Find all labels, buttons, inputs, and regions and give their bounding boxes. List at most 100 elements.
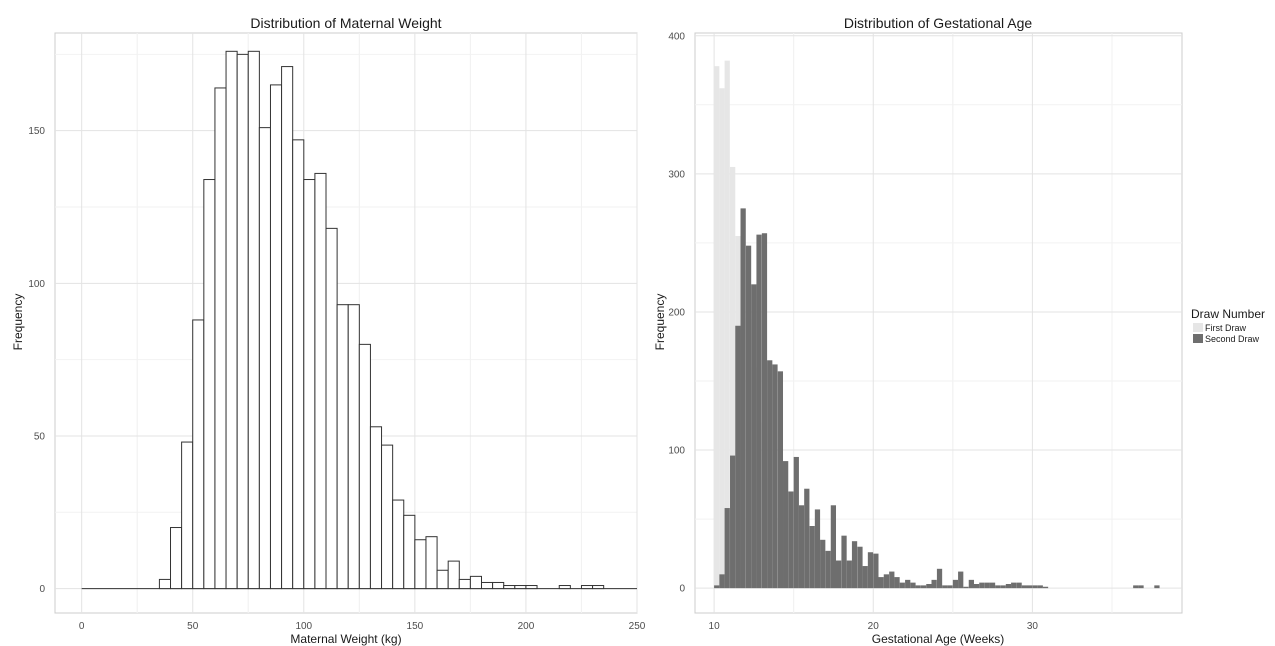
gestational-age-bar-second-draw-14	[788, 491, 794, 589]
gestational-age-bar-second-draw-40	[926, 584, 932, 589]
gestational-age-y-tick-label-0: 0	[679, 584, 685, 595]
maternal-weight-y-tick-label-100: 100	[28, 279, 45, 290]
gestational-age-bar-second-draw-16	[798, 505, 805, 589]
gestational-age-panel-border	[694, 32, 1183, 614]
maternal-weight-bar-series-0-18	[358, 343, 371, 590]
gestational-age-bar-second-draw-10	[767, 360, 773, 589]
gestational-age-bar-second-draw-8	[756, 234, 762, 589]
gestational-age-title: Distribution of Gestational Age	[844, 15, 1033, 31]
maternal-weight-bar-series-0-27	[458, 578, 471, 590]
gestational-age-panel: 10 20 30 0 100 200 300 400 Distribution of Ges…	[653, 15, 1183, 646]
gestational-age-bar-second-draw-31	[878, 577, 884, 589]
gestational-age-x-tick-label-10: 10	[709, 621, 721, 632]
gestational-age-bar-second-draw-49	[973, 584, 980, 589]
gestational-age-bar-second-draw-58	[1021, 585, 1027, 589]
maternal-weight-bars	[81, 50, 637, 590]
gestational-age-bar-second-draw-21	[825, 550, 831, 589]
gestational-age-bar-second-draw-7	[751, 284, 757, 589]
gestational-age-bar-second-draw-6	[745, 245, 752, 589]
gestational-age-y-axis-title: Frequency	[653, 294, 667, 351]
gestational-age-bar-second-draw-0	[714, 585, 720, 589]
gestational-age-bar-second-draw-22	[830, 505, 837, 589]
gestational-age-bar-second-draw-23	[836, 560, 842, 589]
gestational-age-y-tick-label-300: 300	[668, 169, 685, 180]
maternal-weight-bar-series-0-29	[481, 581, 494, 590]
maternal-weight-bar-series-0-5	[214, 87, 227, 590]
gestational-age-bar-second-draw-38	[915, 585, 921, 589]
legend-label-second-draw: Second Draw	[1205, 334, 1260, 344]
gestational-age-x-ticks: 10 20 30	[709, 621, 1039, 632]
maternal-weight-bar-series-0-21	[392, 499, 405, 590]
maternal-weight-y-tick-label-150: 150	[28, 126, 45, 137]
gestational-age-bar-second-draw-43	[942, 585, 948, 589]
maternal-weight-bar-series-0-17	[347, 304, 360, 590]
maternal-weight-bar-series-0-10	[269, 84, 283, 590]
maternal-weight-title: Distribution of Maternal Weight	[250, 15, 441, 31]
gestational-age-bar-second-draw-32	[883, 574, 890, 589]
gestational-age-y-ticks: 0 100 200 300 400	[668, 31, 685, 594]
maternal-weight-x-tick-label-200: 200	[518, 621, 535, 632]
gestational-age-bar-second-draw-60	[1032, 585, 1038, 589]
gestational-age-bar-second-draw-17	[804, 488, 810, 589]
gestational-age-bar-second-draw-24	[841, 535, 847, 589]
maternal-weight-x-axis-title: Maternal Weight (kg)	[290, 632, 401, 646]
gestational-age-x-axis-title: Gestational Age (Weeks)	[872, 632, 1005, 646]
gestational-age-bar-second-draw-12	[777, 371, 784, 589]
maternal-weight-bar-series-0-22	[403, 514, 416, 590]
maternal-weight-bar-series-0-19	[369, 426, 383, 590]
maternal-weight-bar-series-0-30	[492, 581, 505, 590]
gestational-age-bar-second-draw-51	[984, 582, 990, 589]
gestational-age-bar-second-draw-35	[899, 582, 905, 589]
gestational-age-bar-second-draw-39	[920, 585, 927, 589]
gestational-age-bar-second-draw-53	[995, 585, 1001, 589]
maternal-weight-bar-series-0-26	[447, 560, 460, 590]
gestational-age-bars	[714, 60, 1160, 589]
maternal-weight-bar-series-0-32	[514, 585, 527, 590]
gestational-age-bar-second-draw-59	[1026, 585, 1033, 589]
maternal-weight-y-axis-title: Frequency	[11, 294, 25, 351]
gestational-age-y-tick-label-100: 100	[668, 446, 685, 457]
maternal-weight-x-ticks: 0 50 100 150 200 250	[79, 621, 646, 632]
gestational-age-bar-second-draw-50	[979, 582, 985, 589]
gestational-age-bar-second-draw-25	[846, 560, 852, 589]
maternal-weight-bar-series-0-6	[225, 50, 238, 590]
maternal-weight-x-tick-label-0: 0	[79, 621, 85, 632]
maternal-weight-bar-series-0-3	[192, 319, 205, 590]
gestational-age-bar-second-draw-41	[931, 579, 937, 589]
gestational-age-bar-second-draw-46	[958, 571, 964, 589]
gestational-age-bar-second-draw-3	[730, 455, 736, 589]
gestational-age-bar-second-draw-56	[1011, 582, 1017, 589]
maternal-weight-x-tick-label-100: 100	[295, 621, 312, 632]
legend-label-first-draw: First Draw	[1205, 323, 1246, 333]
gestational-age-bar-second-draw-63	[1133, 585, 1139, 589]
gestational-age-bar-second-draw-9	[761, 233, 768, 589]
gestational-age-bar-second-draw-1	[719, 574, 725, 589]
maternal-weight-bar-series-0-8	[247, 50, 260, 590]
maternal-weight-y-ticks: 0 50 100 150	[28, 126, 45, 595]
gestational-age-bar-second-draw-5	[740, 208, 746, 589]
gestational-age-bar-second-draw-15	[793, 456, 799, 589]
gestational-age-bar-second-draw-54	[1000, 585, 1006, 589]
gestational-age-bar-first-draw-1	[719, 88, 725, 589]
maternal-weight-bar-series-0-16	[336, 304, 349, 590]
gestational-age-bar-second-draw-26	[851, 541, 858, 589]
gestational-age-bar-second-draw-44	[947, 585, 953, 589]
gestational-age-bar-first-draw-3	[730, 166, 736, 589]
gestational-age-bar-second-draw-20	[820, 539, 826, 589]
gestational-age-bar-second-draw-61	[1037, 585, 1043, 589]
maternal-weight-x-tick-label-50: 50	[187, 621, 199, 632]
maternal-weight-y-tick-label-0: 0	[39, 584, 45, 595]
gestational-age-bar-second-draw-57	[1016, 582, 1022, 589]
gestational-age-bar-second-draw-11	[772, 364, 778, 589]
gestational-age-bar-second-draw-13	[783, 461, 789, 589]
legend-swatch-second-draw	[1193, 334, 1203, 343]
gestational-age-bar-first-draw-2	[724, 60, 730, 589]
gestational-age-x-tick-label-20: 20	[868, 621, 880, 632]
maternal-weight-bar-series-0-0	[158, 578, 172, 590]
legend-title: Draw Number	[1191, 307, 1265, 321]
gestational-age-bar-second-draw-37	[910, 582, 916, 589]
gestational-age-y-tick-label-200: 200	[668, 307, 685, 318]
gestational-age-bar-second-draw-33	[889, 571, 895, 589]
